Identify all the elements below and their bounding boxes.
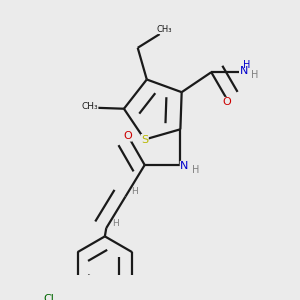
Text: O: O — [123, 131, 132, 141]
Text: CH₃: CH₃ — [156, 25, 172, 34]
Text: H: H — [112, 219, 118, 228]
Text: CH₃: CH₃ — [81, 102, 98, 111]
Text: Cl: Cl — [43, 294, 54, 300]
Text: H: H — [192, 166, 199, 176]
Text: N: N — [240, 66, 248, 76]
Text: H: H — [243, 59, 250, 70]
Text: H: H — [251, 70, 259, 80]
Text: N: N — [180, 161, 189, 171]
Text: S: S — [141, 134, 148, 145]
Text: O: O — [222, 98, 231, 107]
Text: H: H — [131, 187, 138, 196]
